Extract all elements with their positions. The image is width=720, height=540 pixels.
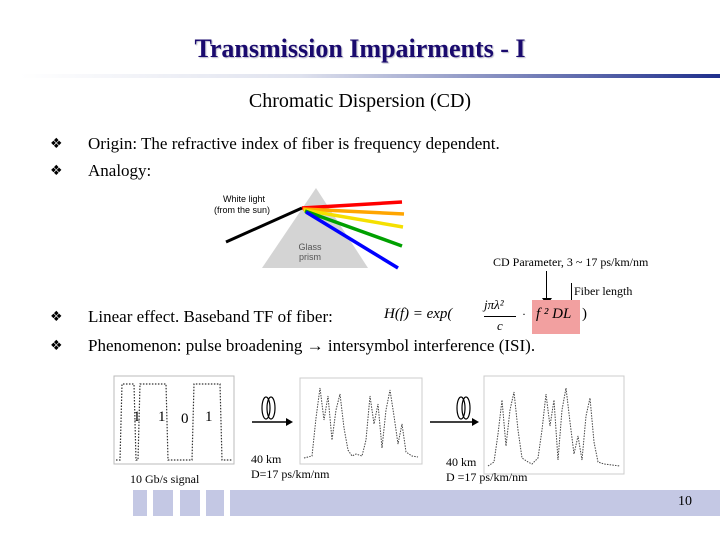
red-ray <box>301 200 403 210</box>
input-signal-trace <box>116 383 232 461</box>
glass-prism <box>262 188 368 268</box>
slide-title: Transmission Impairments - I <box>194 34 526 63</box>
diamond-bullet-icon: ❖ <box>50 136 63 152</box>
span1-dispersion: D=17 ps/km/nm <box>251 467 330 481</box>
equation-numerator: jπλ² <box>484 297 504 312</box>
slide-subtitle: Chromatic Dispersion (CD) <box>248 90 472 112</box>
arrow-2-head <box>472 418 479 426</box>
fiber-coil-2a <box>456 396 466 420</box>
bit-label-4: 1 <box>205 409 213 425</box>
white-light-ray <box>225 206 303 244</box>
bullet-analogy: ❖ Analogy: <box>50 161 152 180</box>
blue-ray <box>305 210 399 270</box>
equation-highlight <box>532 300 580 334</box>
equation-denominator: c <box>497 318 503 333</box>
bit-label-3: 0 <box>181 411 189 427</box>
yellow-ray <box>303 208 404 229</box>
output-signal-trace-1 <box>303 387 419 459</box>
output-signal-trace-2 <box>487 387 621 467</box>
equation-highlight-term: f ² DL <box>536 306 572 322</box>
diamond-bullet-icon: ❖ <box>50 309 63 325</box>
fiber-coil-2b <box>461 396 471 420</box>
green-ray <box>304 209 403 248</box>
fraction-bar <box>484 316 516 317</box>
footer-block-4 <box>206 490 224 516</box>
arrow-1-head <box>286 418 293 426</box>
span1-distance: 40 km <box>251 452 282 466</box>
multiply-dot: · <box>522 307 526 321</box>
fiber-length-label: Fiber length <box>574 284 633 298</box>
footer-block-2 <box>153 490 173 516</box>
footer-block-3 <box>180 490 200 516</box>
equation-lhs: H(f) = exp( <box>384 306 453 322</box>
bullet-linear-effect: ❖ Linear effect. Baseband TF of fiber: <box>50 307 333 326</box>
span2-dispersion: D =17 ps/km/nm <box>446 470 528 484</box>
output-signal-plot-1 <box>299 377 423 465</box>
bullet-origin: ❖ Origin: The refractive index of fiber … <box>50 134 500 153</box>
cd-parameter-arrow-line <box>546 271 547 301</box>
fiber-coil-1b <box>266 396 276 420</box>
fiber-length-pointer <box>571 283 572 303</box>
bullet-phenomenon: ❖ Phenomenon: pulse broadening → intersy… <box>50 336 536 355</box>
fiber-coil-1a <box>261 396 271 420</box>
bit-label-1: 1 <box>133 409 141 425</box>
equation-close: ) <box>582 306 587 322</box>
prism-label-2: prism <box>299 252 321 262</box>
title-underline <box>20 74 720 78</box>
input-signal-plot <box>113 375 235 465</box>
footer-bar <box>230 490 720 516</box>
orange-ray <box>302 207 405 216</box>
sun-label: (from the sun) <box>214 205 270 215</box>
transfer-function-equation: H(f) = exp( jπλ² c · f ² DL ) <box>384 297 594 336</box>
white-light-label: White light <box>223 194 266 204</box>
cd-parameter-label: CD Parameter, 3 ~ 17 ps/km/nm <box>493 255 649 269</box>
footer-block-1 <box>133 490 147 516</box>
pulse-broadening-figure <box>113 375 625 475</box>
bit-label-2: 1 <box>158 409 166 425</box>
prism-label: Glass <box>298 242 322 252</box>
span2-distance: 40 km <box>446 455 477 469</box>
prism-dispersion-figure: White light (from the sun) Glass prism <box>214 188 405 270</box>
output-signal-plot-2 <box>483 375 625 475</box>
page-number: 10 <box>678 494 692 509</box>
diamond-bullet-icon: ❖ <box>50 338 63 354</box>
diamond-bullet-icon: ❖ <box>50 163 63 179</box>
signal-rate-label: 10 Gb/s signal <box>130 472 200 486</box>
